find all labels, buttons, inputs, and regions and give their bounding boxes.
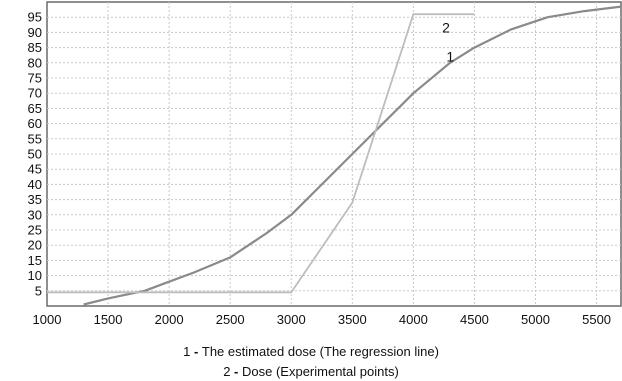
series-label-1: 1 [446, 48, 454, 64]
y-tick-label: 95 [28, 10, 42, 25]
y-tick-label: 65 [28, 101, 42, 116]
x-tick-label: 4500 [460, 312, 489, 327]
y-tick-label: 10 [28, 268, 42, 283]
legend-number-2: 2 [223, 364, 231, 379]
legend-sep-1: - [190, 344, 202, 359]
y-tick-label: 5 [35, 283, 42, 298]
legend-text-1: The estimated dose (The regression line) [201, 344, 439, 359]
legend-text-2: Dose (Experimental points) [242, 364, 399, 379]
x-tick-label: 2500 [216, 312, 245, 327]
y-tick-label: 40 [28, 177, 42, 192]
y-tick-label: 80 [28, 55, 42, 70]
series-line-2 [47, 13, 475, 294]
y-tick-label: 45 [28, 162, 42, 177]
y-tick-label: 35 [28, 192, 42, 207]
x-tick-label: 3000 [277, 312, 306, 327]
y-tick-label: 90 [28, 25, 42, 40]
x-tick-label: 2000 [155, 312, 184, 327]
y-tick-label: 20 [28, 238, 42, 253]
legend-number-1: 1 [183, 344, 191, 359]
legend-sep-2: - [230, 364, 242, 379]
legend-entry-1: 1 - The estimated dose (The regression l… [0, 344, 622, 359]
chart: 1000 1500 2000 2500 3000 3500 4000 4500 5000 5500… [28, 1, 622, 327]
series-labels: 12 [442, 19, 454, 64]
x-tick-label: 3500 [338, 312, 367, 327]
series-label-2: 2 [442, 19, 450, 35]
x-tick-label: 5500 [582, 312, 611, 327]
legend-entry-2: 2 - Dose (Experimental points) [0, 364, 622, 379]
y-tick-label: 30 [28, 207, 42, 222]
x-tick-label: 1500 [94, 312, 123, 327]
x-tick-label: 4000 [399, 312, 428, 327]
y-tick-label: 75 [28, 71, 42, 86]
y-tick-label: 15 [28, 253, 42, 268]
series-lines [47, 5, 622, 306]
axes: 1000 1500 2000 2500 3000 3500 4000 4500 5000 5500… [28, 10, 612, 327]
y-tick-label: 55 [28, 131, 42, 146]
plot-area [46, 1, 622, 307]
x-tick-label: 1000 [33, 312, 62, 327]
y-tick-label: 25 [28, 223, 42, 238]
y-tick-label: 85 [28, 40, 42, 55]
series-line-1 [83, 5, 622, 306]
x-tick-label: 5000 [521, 312, 550, 327]
y-tick-label: 60 [28, 116, 42, 131]
grid [47, 2, 621, 306]
y-tick-label: 50 [28, 147, 42, 162]
y-tick-label: 70 [28, 86, 42, 101]
